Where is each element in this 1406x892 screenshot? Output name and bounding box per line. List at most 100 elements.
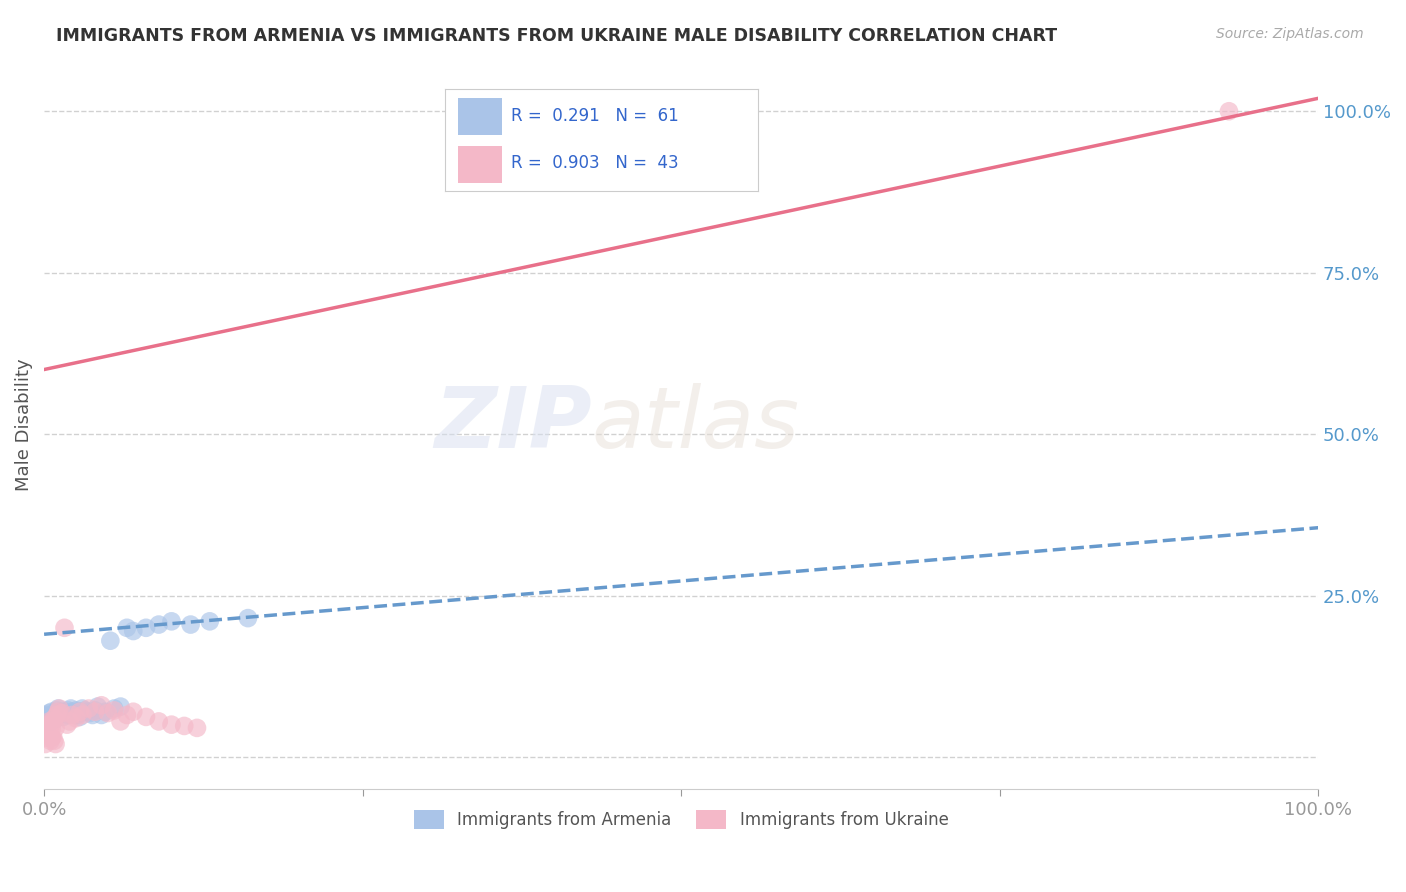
Point — [53, 705, 76, 719]
Point — [84, 703, 107, 717]
Point — [34, 713, 56, 727]
Text: Source: ZipAtlas.com: Source: ZipAtlas.com — [1216, 27, 1364, 41]
Point — [37, 721, 59, 735]
Point — [37, 711, 59, 725]
Point — [70, 706, 93, 720]
Point — [56, 708, 79, 723]
Point — [198, 615, 221, 629]
Point — [46, 701, 69, 715]
Point — [35, 708, 58, 723]
Point — [42, 711, 65, 725]
Point — [115, 708, 138, 723]
Point — [51, 706, 73, 720]
Point — [38, 706, 60, 720]
Point — [41, 710, 63, 724]
Point — [97, 706, 120, 720]
Point — [69, 705, 91, 719]
Point — [186, 721, 208, 735]
Point — [48, 708, 70, 723]
Point — [90, 708, 112, 723]
Point — [148, 617, 170, 632]
Point — [41, 721, 63, 735]
Point — [135, 710, 157, 724]
Point — [103, 701, 125, 715]
Point — [51, 706, 73, 720]
Point — [44, 713, 66, 727]
Y-axis label: Male Disability: Male Disability — [15, 358, 32, 491]
Point — [67, 705, 90, 719]
Point — [39, 733, 62, 747]
Point — [65, 711, 87, 725]
Point — [38, 724, 60, 739]
Point — [37, 713, 59, 727]
Point — [46, 705, 69, 719]
Point — [56, 717, 79, 731]
Point — [180, 617, 202, 632]
Point — [84, 705, 107, 719]
Point — [58, 714, 80, 729]
Point — [39, 714, 62, 729]
Point — [35, 710, 58, 724]
Point — [62, 706, 84, 720]
Point — [1218, 104, 1240, 119]
Point — [39, 714, 62, 729]
Point — [49, 705, 72, 719]
Point — [41, 705, 63, 719]
Point — [77, 701, 100, 715]
Point — [37, 709, 59, 723]
Point — [44, 711, 66, 725]
Point — [34, 724, 56, 739]
Point — [42, 708, 65, 723]
Point — [115, 621, 138, 635]
Point — [35, 717, 58, 731]
Point — [58, 706, 80, 720]
Point — [45, 737, 67, 751]
Point — [72, 701, 94, 715]
Point — [38, 714, 60, 729]
Point — [110, 699, 132, 714]
Point — [42, 714, 65, 729]
Point — [60, 705, 83, 719]
Point — [82, 708, 104, 723]
Point — [42, 729, 65, 743]
Point — [90, 698, 112, 713]
Point — [45, 721, 67, 735]
Point — [79, 706, 101, 720]
Point — [160, 717, 183, 731]
Point — [55, 706, 77, 720]
Point — [53, 621, 76, 635]
Point — [66, 708, 89, 723]
Point — [110, 714, 132, 729]
Point — [236, 611, 259, 625]
Point — [173, 719, 195, 733]
Point — [34, 711, 56, 725]
Point — [48, 701, 70, 715]
Point — [76, 705, 98, 719]
Point — [41, 731, 63, 745]
Point — [59, 701, 82, 715]
Point — [160, 615, 183, 629]
Point — [135, 621, 157, 635]
Text: ZIP: ZIP — [434, 383, 592, 466]
Point — [38, 711, 60, 725]
Point — [103, 703, 125, 717]
Point — [37, 727, 59, 741]
Point — [44, 733, 66, 747]
Point — [148, 714, 170, 729]
Point — [94, 705, 117, 719]
Point — [45, 706, 67, 720]
Point — [98, 633, 121, 648]
Text: IMMIGRANTS FROM ARMENIA VS IMMIGRANTS FROM UKRAINE MALE DISABILITY CORRELATION C: IMMIGRANTS FROM ARMENIA VS IMMIGRANTS FR… — [56, 27, 1057, 45]
Point — [39, 717, 62, 731]
Point — [52, 710, 75, 724]
Point — [72, 708, 94, 723]
Point — [45, 703, 67, 717]
Point — [73, 703, 96, 717]
Point — [122, 624, 145, 638]
Point — [45, 708, 67, 723]
Point — [69, 710, 91, 724]
Point — [58, 703, 80, 717]
Point — [35, 731, 58, 745]
Text: atlas: atlas — [592, 383, 800, 466]
Point — [86, 699, 108, 714]
